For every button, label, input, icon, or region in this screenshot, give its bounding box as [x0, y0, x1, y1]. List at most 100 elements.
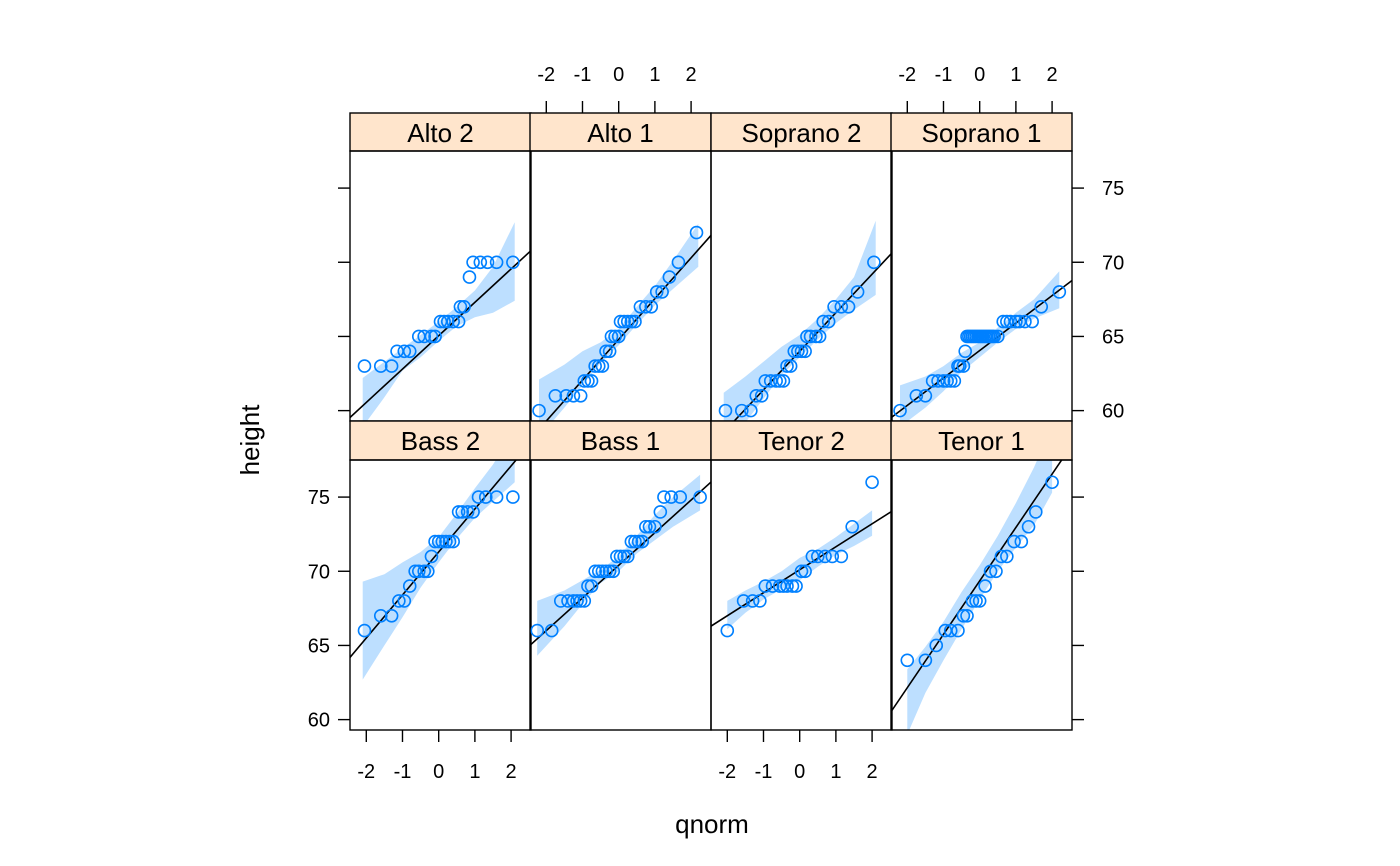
- data-point: [581, 374, 595, 388]
- data-point: [602, 344, 617, 359]
- data-point: [466, 505, 480, 519]
- panel-alto-1: Alto 1: [529, 112, 712, 422]
- data-point: [754, 388, 769, 403]
- data-point: [591, 564, 606, 579]
- data-point: [783, 359, 798, 373]
- x-axis-top: -2 -1 0 1 2: [537, 64, 697, 113]
- data-point: [940, 374, 954, 388]
- data-point: [841, 299, 856, 314]
- data-point: [865, 475, 879, 490]
- data-point: [478, 490, 493, 504]
- data-point: [693, 490, 707, 504]
- data-point: [584, 579, 599, 593]
- data-point: [617, 549, 631, 564]
- data-point: [978, 579, 992, 593]
- data-point: [631, 534, 646, 549]
- data-point: [624, 314, 639, 329]
- panel-tenor-2: Tenor 2: [710, 420, 893, 731]
- reference-line: [891, 460, 1063, 714]
- data-point: [599, 344, 613, 359]
- y-axis-left: [338, 187, 350, 412]
- y-tick-label: 65: [308, 635, 330, 657]
- confidence-band: [723, 220, 876, 421]
- data-point: [466, 255, 480, 270]
- data-point: [834, 549, 849, 564]
- data-point: [789, 579, 803, 593]
- data-point: [648, 519, 662, 534]
- data-point: [573, 388, 588, 403]
- data-point: [791, 344, 805, 359]
- data-point: [397, 594, 412, 608]
- data-point: [972, 594, 987, 608]
- data-point: [780, 579, 794, 593]
- strip-label: Soprano 1: [922, 118, 1042, 148]
- data-point: [402, 344, 417, 359]
- data-point: [440, 314, 455, 329]
- data-point: [1045, 475, 1059, 490]
- data-point: [642, 519, 657, 534]
- panel-frame: [890, 459, 1073, 731]
- x-tick-label: 0: [613, 64, 624, 86]
- data-point: [566, 388, 581, 403]
- panel-bass-1: Bass 1: [529, 420, 712, 731]
- data-point: [588, 359, 602, 373]
- data-point: [834, 299, 849, 314]
- data-point: [599, 564, 613, 579]
- data-point: [798, 564, 812, 579]
- data-point: [943, 374, 958, 388]
- data-point: [765, 579, 780, 593]
- data-point: [446, 534, 460, 549]
- data-point: [1003, 314, 1018, 329]
- data-point: [794, 344, 809, 359]
- strip-label: Bass 2: [401, 426, 481, 456]
- data-point: [604, 329, 619, 344]
- data-point: [867, 255, 881, 270]
- y-tick-label: 70: [1102, 252, 1124, 274]
- x-tick-label: -1: [394, 761, 412, 783]
- y-tick-label: 65: [1102, 326, 1124, 348]
- strip-label: Soprano 2: [742, 118, 862, 148]
- data-point: [780, 359, 794, 373]
- x-tick-label: -1: [935, 64, 953, 86]
- y-axis-title: height: [235, 404, 265, 476]
- data-point: [956, 359, 971, 373]
- data-point: [803, 329, 818, 344]
- data-point: [1009, 314, 1023, 329]
- data-point: [453, 299, 468, 314]
- data-point: [644, 299, 659, 314]
- data-point: [566, 594, 581, 608]
- data-point: [649, 285, 664, 299]
- data-point: [559, 388, 574, 403]
- data-point: [451, 505, 466, 519]
- data-point: [664, 490, 678, 504]
- data-point: [460, 505, 475, 519]
- x-tick-label: 1: [1010, 64, 1021, 86]
- data-point: [983, 564, 998, 579]
- reference-line: [733, 251, 892, 421]
- data-point: [424, 329, 439, 344]
- panel-plot-area: [891, 460, 1063, 730]
- data-point: [442, 534, 457, 549]
- x-tick-label: -2: [357, 761, 375, 783]
- data-point: [990, 329, 1005, 344]
- x-tick-label: -1: [755, 761, 773, 783]
- data-point: [936, 374, 951, 388]
- data-point: [794, 564, 809, 579]
- data-point: [776, 374, 791, 388]
- data-point: [818, 549, 832, 564]
- data-point: [758, 579, 773, 593]
- data-point: [816, 314, 831, 329]
- panel-frame: [710, 459, 893, 731]
- data-point: [958, 344, 973, 359]
- strip-label: Tenor 1: [938, 426, 1025, 456]
- panel-plot-area: [532, 223, 711, 421]
- data-point: [798, 344, 812, 359]
- data-point: [689, 225, 704, 240]
- x-axis-bottom: -2 -1 0 1 2: [718, 730, 878, 783]
- confidence-band: [539, 223, 699, 421]
- data-point: [397, 344, 412, 359]
- strip-label: Alto 2: [407, 118, 474, 148]
- data-point: [424, 549, 439, 564]
- strip-background: [890, 112, 1073, 152]
